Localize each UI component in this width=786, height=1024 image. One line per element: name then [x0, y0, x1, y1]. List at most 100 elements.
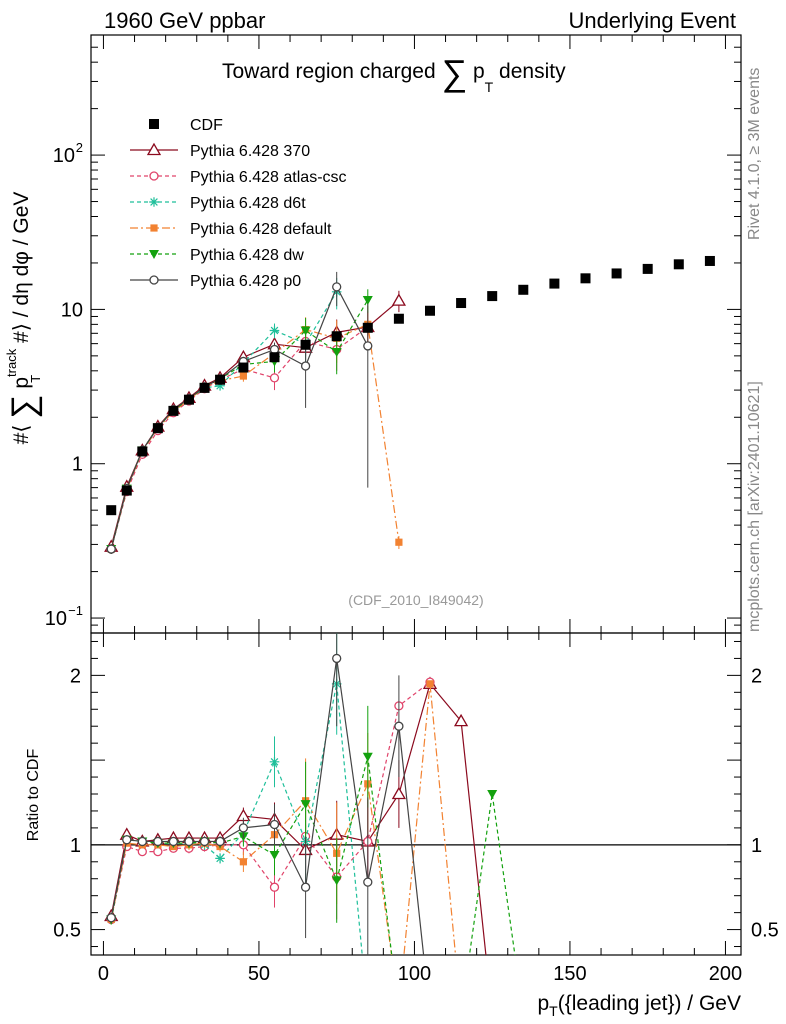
legend-label-p370: Pythia 6.428 370: [190, 143, 310, 160]
ratio-point-atlas: [153, 846, 163, 857]
point-cdf: [215, 374, 226, 385]
ratio-y-axis-label: Ratio to CDF: [25, 749, 42, 842]
legend-label-p0: Pythia 6.428 p0: [190, 273, 301, 290]
ratio-point-p0: [269, 819, 280, 830]
ratio-plot-frame: [90, 632, 742, 956]
y-tick-label: 10: [45, 608, 67, 630]
ratio-point-default: [426, 680, 434, 688]
mcplots-label: mcplots.cern.ch [arXiv:2401.10621]: [746, 381, 763, 632]
ratio-point-p0: [332, 653, 342, 664]
ratio-point-p0: [300, 882, 311, 892]
ratio-point-dw: [269, 851, 280, 861]
ratio-point-dw: [331, 876, 342, 886]
ratio-point-p0: [106, 913, 116, 923]
point-dw: [300, 326, 311, 336]
ratio-series-atlas: [106, 677, 435, 925]
main-plot-frame: [90, 34, 742, 634]
series-line-dw: [110, 299, 369, 550]
point-cdf: [362, 322, 373, 333]
ratio-y-tick-label-right: 0.5: [751, 920, 779, 942]
legend-marker-p0: [149, 275, 159, 285]
ratio-point-p0: [184, 836, 194, 847]
ratio-point-p0: [168, 836, 179, 847]
series-atlas: [106, 311, 373, 555]
rivet-version-label: Rivet 4.1.0, ≥ 3M events: [746, 67, 763, 240]
point-cdf: [137, 446, 148, 457]
x-tick-label: 50: [248, 963, 270, 985]
point-cdf: [487, 291, 498, 302]
point-d6t: [269, 325, 280, 336]
legend-marker-p370: [146, 142, 162, 156]
ratio-point-dw: [487, 790, 498, 799]
ratio-series-p0: [106, 633, 425, 955]
ratio-y-tick-label-right: 1: [751, 835, 762, 857]
point-atlas: [269, 373, 280, 383]
point-cdf: [152, 423, 163, 434]
point-p0: [363, 341, 373, 351]
legend-label-cdf: CDF: [190, 117, 223, 134]
ratio-point-p370: [453, 713, 469, 727]
ratio-point-p0: [153, 836, 163, 847]
point-cdf: [183, 394, 194, 405]
series-dw: [106, 289, 373, 555]
y-tick-label: 10: [53, 145, 75, 167]
ratio-point-d6t: [269, 757, 280, 767]
point-cdf: [269, 352, 280, 363]
legend-marker-d6t: [149, 197, 159, 207]
point-cdf: [300, 339, 311, 350]
point-p0: [332, 282, 342, 292]
y-tick-label: 1: [72, 454, 83, 476]
point-cdf: [456, 298, 467, 309]
point-cdf: [518, 284, 529, 295]
ratio-point-p0: [137, 836, 147, 847]
ratio-point-atlas: [137, 846, 147, 857]
legend-marker-default: [150, 224, 158, 232]
ratio-line-dw: [110, 756, 516, 955]
ratio-point-dw: [362, 752, 373, 762]
ratio-line-atlas: [110, 681, 431, 920]
ratio-y-tick-label: 1: [70, 835, 81, 857]
x-tick-label: 100: [398, 963, 431, 985]
ratio-point-d6t: [215, 853, 225, 864]
series-d6t: [106, 277, 342, 555]
header-left: 1960 GeV ppbar: [104, 8, 266, 33]
y-tick-label: 10: [61, 299, 83, 321]
ratio-y-tick-label: 2: [70, 665, 81, 687]
main-plot-ticks: [91, 34, 741, 955]
ratio-point-default: [239, 858, 247, 866]
point-cdf: [424, 305, 435, 316]
point-cdf: [642, 263, 653, 274]
legend-label-d6t: Pythia 6.428 d6t: [190, 195, 306, 212]
legend-marker-atlas: [149, 171, 159, 181]
y-tick-exponent: −1: [68, 603, 83, 618]
series-p0: [106, 271, 373, 555]
point-cdf: [704, 255, 715, 266]
point-cdf: [331, 331, 342, 342]
point-cdf: [393, 313, 404, 324]
y-axis-label: #⟨ ∑ ptrackT #⟩ / dη dφ / GeV: [4, 192, 43, 445]
point-p370: [391, 293, 407, 306]
ratio-point-p0: [238, 823, 249, 833]
point-d6t: [215, 380, 225, 391]
ratio-y-tick-label: 0.5: [53, 920, 81, 942]
analysis-watermark: (CDF_2010_I849042): [348, 592, 483, 608]
point-default: [239, 372, 247, 380]
ratio-point-dw: [300, 800, 311, 810]
point-dw: [331, 347, 342, 357]
point-cdf: [611, 268, 622, 279]
x-tick-label: 200: [709, 963, 742, 985]
ratio-point-atlas: [269, 882, 280, 892]
point-dw: [362, 296, 373, 306]
point-p0: [300, 361, 311, 371]
ratio-point-p0: [363, 877, 373, 887]
ratio-point-p0: [122, 835, 132, 845]
legend-label-dw: Pythia 6.428 dw: [190, 247, 304, 264]
x-axis-label: pT({leading jet}) / GeV: [537, 992, 741, 1019]
ratio-y-tick-label-right: 2: [751, 665, 762, 687]
ratio-point-p370: [391, 786, 407, 800]
point-default: [395, 538, 403, 546]
point-cdf: [199, 382, 210, 393]
ratio-point-p0: [394, 721, 404, 731]
legend: CDF Pythia 6.428 370 Pythia 6.428 atlas-cs…: [130, 117, 347, 290]
